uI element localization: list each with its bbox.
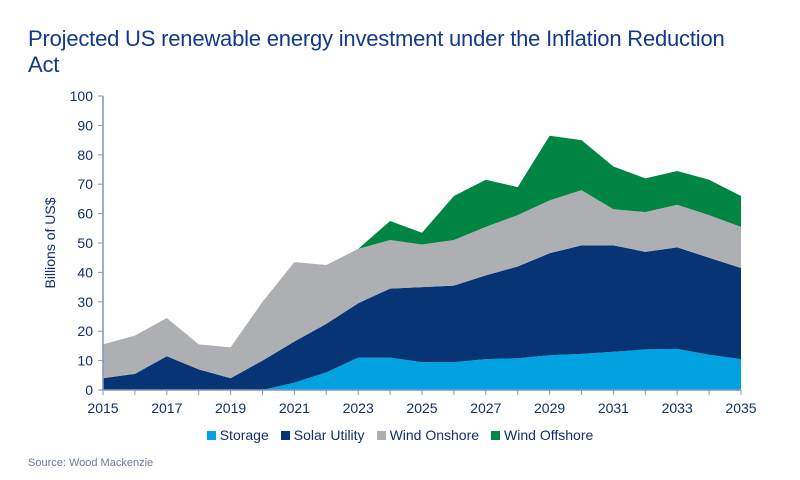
y-tick-label: 60 [77, 206, 93, 222]
area-wind-onshore [103, 190, 741, 379]
x-tick-label: 2029 [534, 400, 565, 416]
y-tick-label: 40 [77, 264, 93, 280]
area-solar-utility [103, 245, 741, 390]
legend-label: Storage [219, 427, 269, 443]
legend-swatch [376, 431, 386, 440]
area-wind-offshore [103, 135, 741, 348]
x-tick-label: 2019 [215, 400, 246, 416]
y-tick-label: 80 [77, 147, 93, 163]
x-tick-label: 2015 [87, 400, 118, 416]
area-storage [103, 348, 741, 390]
legend-label: Solar Utility [293, 427, 365, 443]
legend-item: Wind Onshore [376, 427, 480, 443]
x-tick-label: 2025 [406, 400, 437, 416]
y-tick-label: 100 [70, 88, 94, 104]
x-tick-label: 2035 [725, 400, 756, 416]
x-tick-label: 2021 [279, 400, 310, 416]
chart-title: Projected US renewable energy investment… [28, 26, 725, 77]
x-tick-label: 2031 [598, 400, 629, 416]
y-tick-label: 20 [77, 323, 93, 339]
y-tick-label: 70 [77, 176, 93, 192]
y-axis-label: Billions of US$ [42, 197, 58, 288]
legend-item: Solar Utility [280, 427, 365, 443]
y-tick-label: 10 [77, 353, 93, 369]
x-tick-label: 2033 [662, 400, 693, 416]
x-tick-label: 2023 [343, 400, 374, 416]
x-tick-label: 2017 [151, 400, 182, 416]
y-tick-label: 0 [85, 382, 93, 398]
source-note: Source: Wood Mackenzie [28, 457, 154, 469]
y-tick-label: 90 [77, 117, 93, 133]
legend-swatch [280, 431, 290, 440]
legend-label: Wind Onshore [389, 427, 480, 443]
legend-swatch [206, 431, 216, 440]
legend-item: Wind Offshore [491, 427, 593, 443]
legend-swatch [491, 431, 501, 440]
x-tick-label: 2027 [470, 400, 501, 416]
y-tick-label: 30 [77, 294, 93, 310]
legend-item: Storage [206, 427, 269, 443]
legend-label: Wind Offshore [504, 427, 594, 443]
legend: Storage Solar Utility Wind Onshore Wind Off… [0, 427, 800, 443]
y-tick-label: 50 [77, 235, 93, 251]
